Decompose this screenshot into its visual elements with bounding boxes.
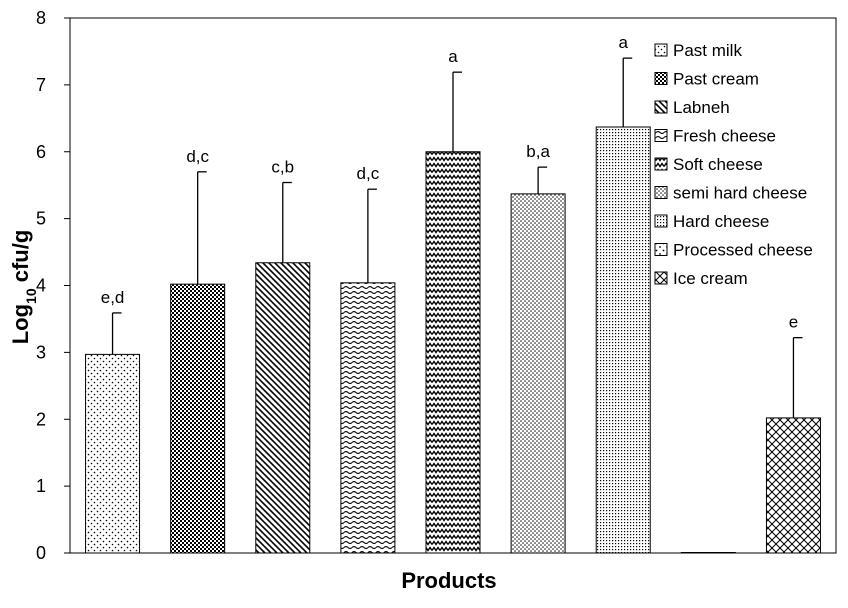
significance-label: b,a — [526, 142, 550, 161]
y-axis-title-unit: cfu/g — [8, 230, 33, 289]
legend-swatch — [654, 43, 668, 57]
y-axis-title-subscript: 10 — [23, 288, 39, 304]
bar-labneh — [255, 262, 311, 554]
bars — [85, 126, 821, 554]
y-tick-label: 3 — [36, 342, 46, 362]
bar-fresh-cheese — [340, 282, 396, 554]
legend-label: Past cream — [673, 70, 759, 89]
significance-label: a — [618, 33, 628, 52]
bar-past-milk — [85, 353, 141, 554]
y-axis-title-main: Log — [8, 304, 33, 344]
significance-label: e — [789, 313, 798, 332]
y-tick-label: 4 — [36, 276, 46, 296]
y-tick-label: 5 — [36, 209, 46, 229]
legend-swatch — [654, 214, 668, 228]
bar-hard-cheese — [595, 126, 651, 554]
y-axis-title: Log10 cfu/g — [8, 230, 39, 345]
significance-label: a — [448, 47, 458, 66]
y-tick-label: 7 — [36, 75, 46, 95]
y-tick-label: 0 — [36, 543, 46, 563]
legend-swatch — [654, 186, 668, 199]
legend-label: Past milk — [673, 41, 742, 60]
significance-label: c,b — [271, 158, 294, 177]
significance-labels: e,d d,c c,b d,c a b,a a e — [101, 33, 798, 332]
legend-swatch — [654, 271, 668, 285]
legend-label: Hard cheese — [673, 212, 769, 231]
error-bars — [111, 57, 803, 418]
legend-swatch — [654, 100, 668, 114]
significance-label: d,c — [186, 147, 209, 166]
legend-label: Processed cheese — [673, 241, 813, 260]
significance-label: d,c — [357, 164, 380, 183]
legend-label: semi hard cheese — [673, 184, 807, 203]
legend-label: Fresh cheese — [673, 127, 776, 146]
x-axis-title: Products — [401, 568, 496, 593]
legend-swatch — [654, 129, 668, 142]
legend-label: Ice cream — [673, 269, 748, 288]
y-tick-label: 2 — [36, 409, 46, 429]
bar-processed-cheese — [680, 552, 736, 554]
legend: Past milk Past cream Labneh Fresh cheese Sof… — [654, 41, 813, 288]
bar-semi-hard-cheese — [510, 193, 566, 554]
bar-ice-cream — [765, 417, 821, 554]
legend-swatch — [654, 157, 668, 171]
y-tick-label: 8 — [36, 8, 46, 28]
bar-past-cream — [170, 283, 226, 554]
significance-label: e,d — [101, 288, 125, 307]
bar-soft-cheese — [425, 151, 481, 554]
legend-swatch — [654, 243, 668, 256]
legend-label: Labneh — [673, 98, 730, 117]
y-tick-label: 6 — [36, 142, 46, 162]
legend-label: Soft cheese — [673, 155, 763, 174]
y-axis: 0 1 2 3 4 5 6 7 8 — [36, 8, 70, 563]
y-tick-label: 1 — [36, 476, 46, 496]
legend-swatch — [654, 72, 668, 85]
